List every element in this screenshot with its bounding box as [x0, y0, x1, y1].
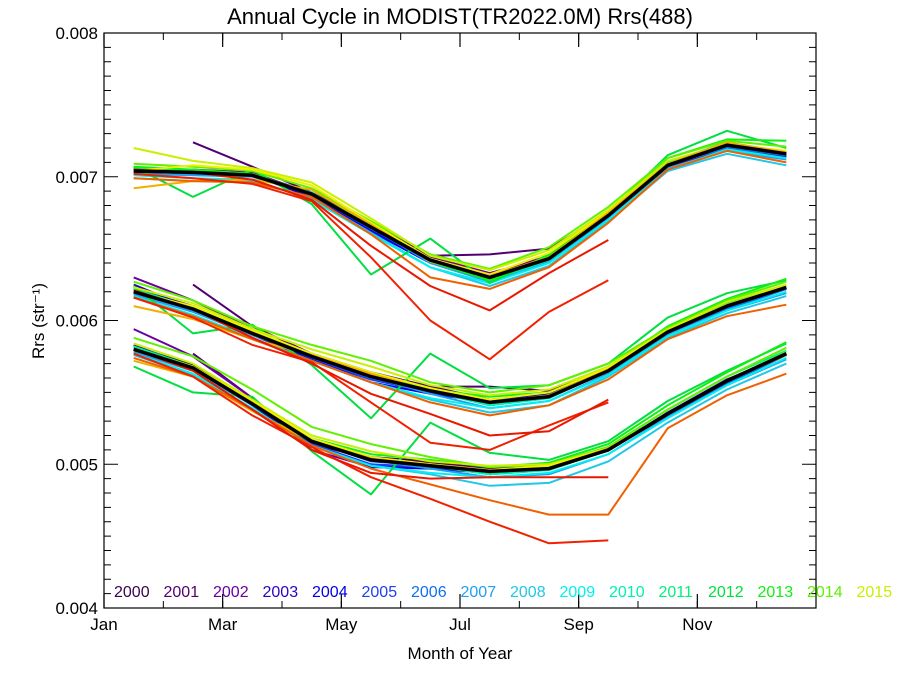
legend-item-2009: 2009 — [560, 584, 596, 601]
series-line-2001-middle — [192, 283, 787, 392]
legend-item-2005: 2005 — [362, 584, 398, 601]
series-line-extra-18-middle — [133, 296, 787, 417]
x-tick-label: Mar — [208, 615, 238, 634]
series-line-2015-upper — [133, 142, 787, 272]
plot-lines — [133, 129, 788, 545]
y-tick-label: 0.008 — [55, 24, 98, 43]
series-line-2012-upper — [133, 129, 787, 285]
y-tick-label: 0.007 — [55, 168, 98, 187]
legend-item-2010: 2010 — [609, 584, 645, 601]
legend-item-2003: 2003 — [263, 584, 299, 601]
mean-line-upper — [133, 143, 787, 280]
legend-item-2008: 2008 — [510, 584, 546, 601]
y-tick-label: 0.006 — [55, 312, 98, 331]
legend-item-2000: 2000 — [114, 584, 150, 601]
legend: 2000 2001 2002 2003 2004 2005 2006 2007 2008 2009… — [114, 584, 892, 601]
mean-line-middle — [133, 285, 787, 405]
series-line-extra-17-lower — [133, 354, 787, 473]
series-line-extra-19-upper — [133, 172, 609, 361]
x-tick-label: Jul — [449, 615, 471, 634]
series-line-2015-middle — [133, 283, 787, 397]
legend-item-2007: 2007 — [461, 584, 497, 601]
series-line-2009-lower — [133, 352, 787, 479]
series-line-2008-upper — [133, 152, 787, 287]
y-axis-label: Rrs (str⁻¹) — [29, 283, 48, 359]
series-line-extra-17-middle — [133, 286, 787, 404]
series-line-2012-lower — [133, 342, 787, 496]
series-line-extra-19-lower — [133, 352, 609, 545]
chart-title: Annual Cycle in MODIST(TR2022.0M) Rrs(48… — [227, 4, 693, 29]
legend-item-2014: 2014 — [807, 584, 843, 601]
legend-item-2011: 2011 — [659, 584, 694, 601]
x-tick-label: Jan — [90, 615, 117, 634]
x-tick-label: Nov — [682, 615, 713, 634]
x-axis-label: Month of Year — [408, 644, 513, 663]
x-tick-label: May — [325, 615, 358, 634]
series-line-extra-20-lower — [133, 348, 609, 480]
legend-item-2004: 2004 — [312, 584, 348, 601]
legend-item-2002: 2002 — [213, 584, 249, 601]
series-line-2004-middle — [133, 286, 787, 404]
legend-item-2001: 2001 — [164, 584, 200, 601]
series-line-2014-middle — [133, 280, 787, 394]
axes: Jan Mar May Jul Sep Nov 0.004 0.005 0.006 0.007 0.… — [55, 24, 817, 634]
y-tick-label: 0.005 — [55, 455, 98, 474]
series-line-2014-upper — [133, 139, 787, 270]
series-line-2011-middle — [133, 285, 787, 404]
legend-item-2006: 2006 — [411, 584, 447, 601]
x-tick-label: Sep — [564, 615, 594, 634]
legend-item-2015: 2015 — [857, 584, 893, 601]
series-line-2014-lower — [133, 336, 787, 469]
legend-item-2013: 2013 — [758, 584, 794, 601]
series-line-2002-middle — [133, 276, 787, 401]
mean-line-lower — [133, 347, 788, 474]
y-tick-label: 0.004 — [55, 599, 98, 618]
legend-item-2012: 2012 — [708, 584, 744, 601]
